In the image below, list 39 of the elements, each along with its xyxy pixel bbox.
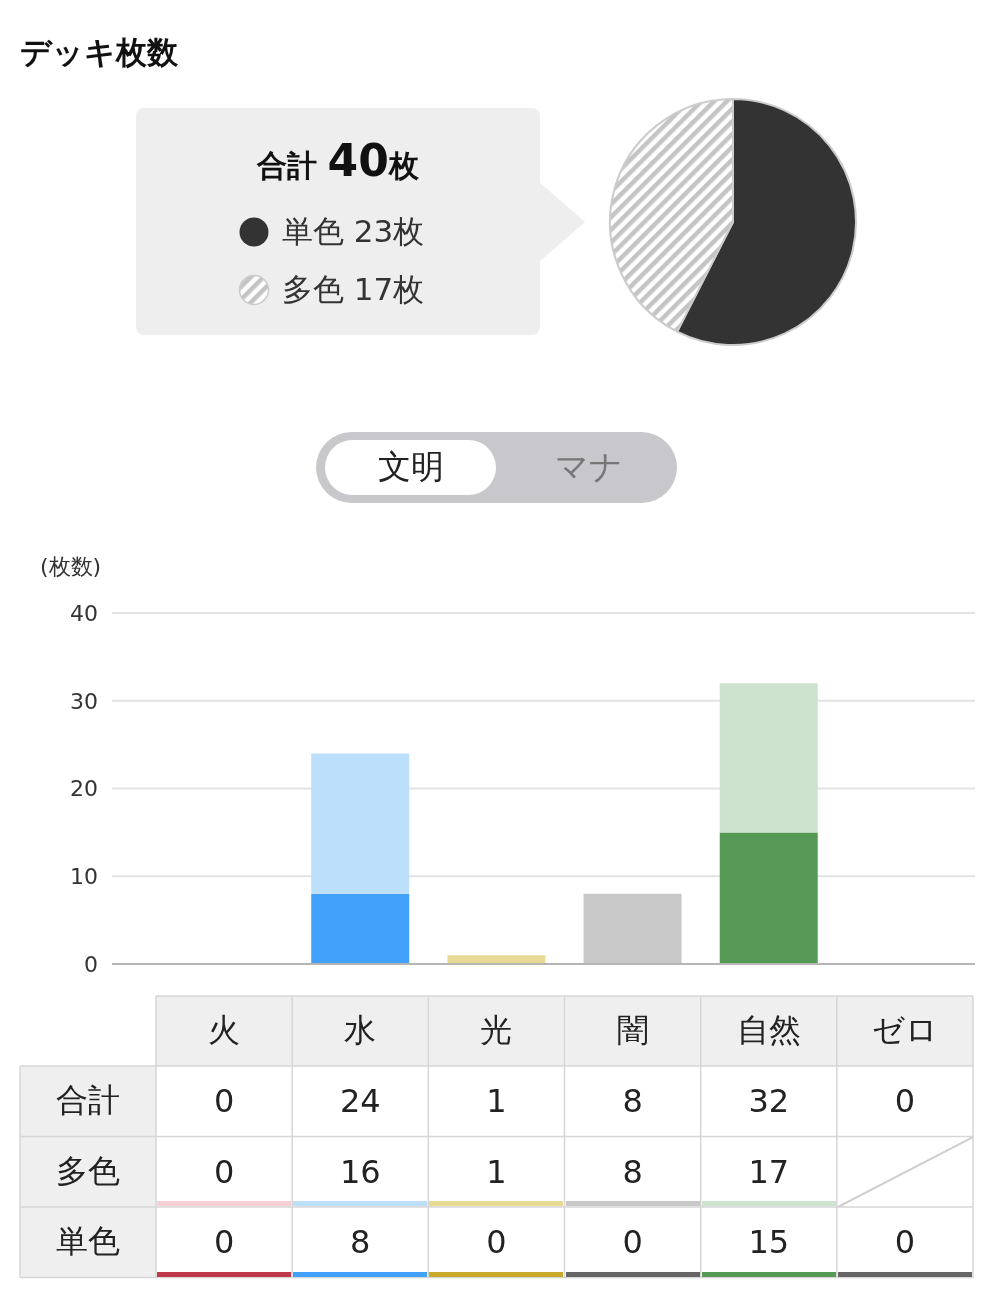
- text: 1: [485, 1081, 508, 1123]
- data-label: 17: [747, 1151, 791, 1193]
- data-label: 8: [349, 1222, 372, 1264]
- toggle-switch: 文明 マナ: [316, 432, 677, 503]
- chart-title: デッキ枚数: [20, 33, 178, 71]
- data-label: 0: [212, 1151, 236, 1193]
- legend-label: 多色: [282, 271, 344, 307]
- x-tick-label: 闇: [615, 1010, 650, 1051]
- text: 多色: [55, 1150, 121, 1192]
- data-label: 15: [747, 1222, 791, 1264]
- data-label: 0: [212, 1222, 236, 1264]
- text: 合計 40枚: [257, 135, 419, 186]
- y-tick-label: 40: [70, 600, 98, 626]
- data-label: 0: [485, 1222, 508, 1264]
- y-axis-title: (枚数): [40, 553, 102, 581]
- text: 24: [338, 1081, 382, 1123]
- text: 8: [621, 1081, 644, 1123]
- data-label: 16: [338, 1151, 382, 1193]
- x-tick-label: 自然: [735, 1010, 802, 1051]
- y-tick-label: 20: [70, 776, 98, 802]
- data-label: 23枚: [353, 213, 425, 249]
- y-tick-label: 30: [70, 688, 98, 714]
- text: 32: [747, 1081, 791, 1123]
- x-tick-label: 火: [207, 1010, 242, 1051]
- x-tick-label: ゼロ: [870, 1010, 939, 1051]
- data-label: 17枚: [353, 271, 425, 307]
- text: 合計: [55, 1080, 121, 1122]
- text: 0: [893, 1081, 917, 1123]
- text: 単色: [55, 1221, 121, 1263]
- data-label: 1: [485, 1151, 508, 1193]
- y-tick-label: 10: [70, 864, 98, 890]
- data-label: 0: [621, 1222, 644, 1264]
- x-tick-label: 光: [479, 1010, 514, 1051]
- x-tick-label: 水: [343, 1010, 378, 1051]
- text: 0: [212, 1081, 236, 1123]
- legend-label: 単色: [282, 213, 344, 249]
- data-label: 0: [893, 1222, 917, 1264]
- data-label: 8: [621, 1151, 644, 1193]
- y-tick-label: 0: [84, 951, 98, 977]
